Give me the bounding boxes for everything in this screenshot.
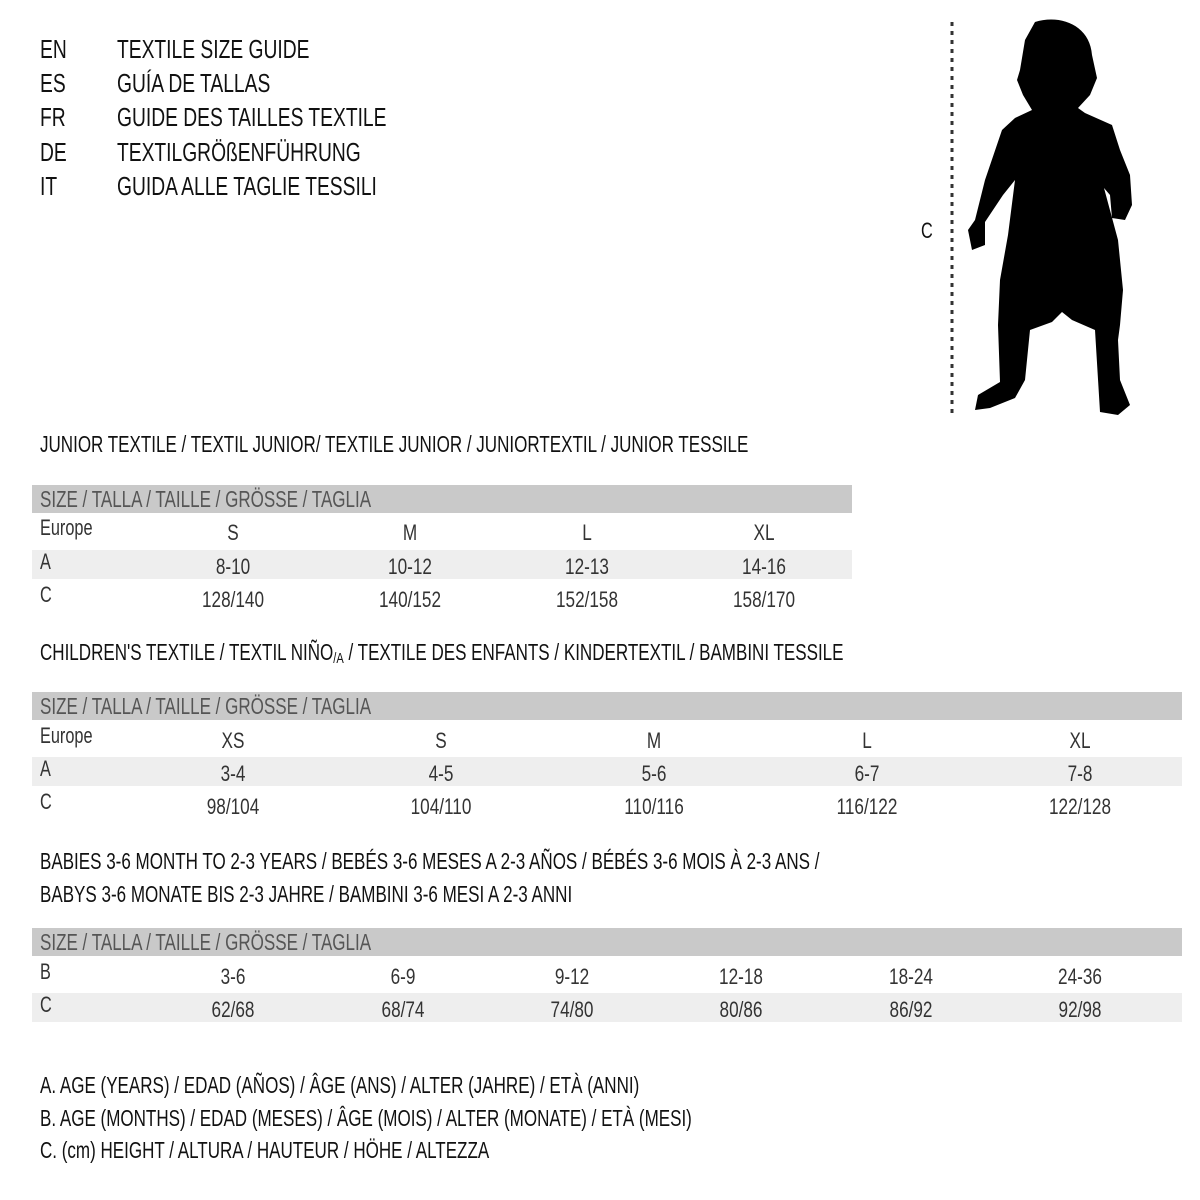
language-title: GUÍA DE TALLAS bbox=[117, 68, 271, 98]
language-code: IT bbox=[40, 171, 58, 201]
table-cell: 3-4 bbox=[220, 761, 246, 786]
row-label: C bbox=[40, 582, 52, 607]
table-header-label: SIZE / TALLA / TAILLE / GRÖSSE / TAGLIA bbox=[40, 486, 372, 512]
table-cell: 14-16 bbox=[742, 554, 786, 579]
language-code: ES bbox=[40, 68, 66, 98]
table-cell: 9-12 bbox=[554, 964, 590, 989]
table-cell: 122/128 bbox=[1048, 794, 1112, 819]
table-cell: 8-10 bbox=[215, 554, 251, 579]
table-cell: 18-24 bbox=[889, 964, 933, 989]
legend-line-b: B. AGE (MONTHS) / EDAD (MESES) / ÂGE (MO… bbox=[40, 1105, 692, 1131]
table-cell: 80/86 bbox=[719, 997, 763, 1022]
table-cell: L bbox=[582, 520, 592, 545]
table-cell: 10-12 bbox=[388, 554, 432, 579]
children-title-part: / TEXTILE DES ENFANTS / KINDERTEXTIL / B… bbox=[343, 639, 844, 665]
table-cell: S bbox=[435, 728, 447, 753]
table-row-band bbox=[32, 757, 1182, 786]
legend-line-a: A. AGE (YEARS) / EDAD (AÑOS) / ÂGE (ANS)… bbox=[40, 1072, 640, 1098]
junior-section-title: JUNIOR TEXTILE / TEXTIL JUNIOR/ TEXTILE … bbox=[40, 431, 749, 457]
child-silhouette-icon bbox=[950, 19, 1132, 415]
row-label: C bbox=[40, 789, 52, 814]
table-cell: 5-6 bbox=[641, 761, 667, 786]
language-title: TEXTILGRÖßENFÜHRUNG bbox=[117, 137, 361, 167]
language-title: TEXTILE SIZE GUIDE bbox=[117, 34, 310, 64]
table-cell: XL bbox=[753, 520, 775, 545]
table-row-band bbox=[32, 550, 852, 579]
table-cell: XS bbox=[221, 728, 245, 753]
language-title: GUIDA ALLE TAGLIE TESSILI bbox=[117, 171, 377, 201]
table-cell: 98/104 bbox=[206, 794, 260, 819]
table-cell: S bbox=[227, 520, 239, 545]
table-cell: 104/110 bbox=[410, 794, 472, 819]
language-code: FR bbox=[40, 102, 66, 132]
children-title-part: CHILDREN'S TEXTILE / TEXTIL NIÑO bbox=[40, 639, 334, 665]
table-cell: 12-13 bbox=[565, 554, 609, 579]
table-cell: 3-6 bbox=[220, 964, 246, 989]
language-title: GUIDE DES TAILLES TEXTILE bbox=[117, 102, 387, 132]
table-cell: 12-18 bbox=[719, 964, 763, 989]
row-label: A bbox=[40, 756, 51, 781]
table-header-band bbox=[32, 485, 852, 513]
table-cell: 62/68 bbox=[211, 997, 255, 1022]
table-cell: 86/92 bbox=[889, 997, 933, 1022]
table-header-label: SIZE / TALLA / TAILLE / GRÖSSE / TAGLIA bbox=[40, 693, 372, 719]
babies-section-title-line1: BABIES 3-6 MONTH TO 2-3 YEARS / BEBÉS 3-… bbox=[40, 848, 820, 874]
table-cell: 128/140 bbox=[201, 587, 265, 612]
table-cell: 92/98 bbox=[1058, 997, 1102, 1022]
row-label: C bbox=[40, 992, 52, 1017]
table-cell: 6-7 bbox=[854, 761, 880, 786]
table-cell: 158/170 bbox=[732, 587, 796, 612]
table-cell: XL bbox=[1069, 728, 1091, 753]
row-label: Europe bbox=[40, 515, 93, 540]
table-cell: L bbox=[862, 728, 872, 753]
table-header-band bbox=[32, 692, 1182, 720]
table-cell: 110/116 bbox=[624, 794, 684, 819]
table-cell: M bbox=[402, 520, 418, 545]
row-label: B bbox=[40, 959, 51, 984]
row-label: Europe bbox=[40, 723, 93, 748]
table-cell: 68/74 bbox=[381, 997, 425, 1022]
table-cell: 4-5 bbox=[428, 761, 454, 786]
table-header-label: SIZE / TALLA / TAILLE / GRÖSSE / TAGLIA bbox=[40, 929, 372, 955]
height-measure-label: C bbox=[921, 218, 933, 243]
language-code: DE bbox=[40, 137, 67, 167]
table-cell: 6-9 bbox=[390, 964, 416, 989]
table-cell: 116/122 bbox=[836, 794, 898, 819]
children-section-title: CHILDREN'S TEXTILE / TEXTIL NIÑO/A / TEX… bbox=[40, 639, 844, 667]
table-cell: 74/80 bbox=[550, 997, 594, 1022]
children-title-sub: /A bbox=[333, 650, 344, 667]
table-cell: 7-8 bbox=[1067, 761, 1093, 786]
babies-section-title-line2: BABYS 3-6 MONATE BIS 2-3 JAHRE / BAMBINI… bbox=[40, 881, 573, 907]
table-cell: M bbox=[646, 728, 662, 753]
row-label: A bbox=[40, 549, 51, 574]
table-cell: 140/152 bbox=[378, 587, 442, 612]
table-row-band bbox=[32, 993, 1182, 1022]
table-cell: 152/158 bbox=[555, 587, 619, 612]
language-code: EN bbox=[40, 34, 67, 64]
table-cell: 24-36 bbox=[1058, 964, 1102, 989]
table-header-band bbox=[32, 928, 1182, 956]
legend-line-c: C. (cm) HEIGHT / ALTURA / HAUTEUR / HÖHE… bbox=[40, 1137, 490, 1163]
child-silhouette bbox=[968, 19, 1132, 415]
